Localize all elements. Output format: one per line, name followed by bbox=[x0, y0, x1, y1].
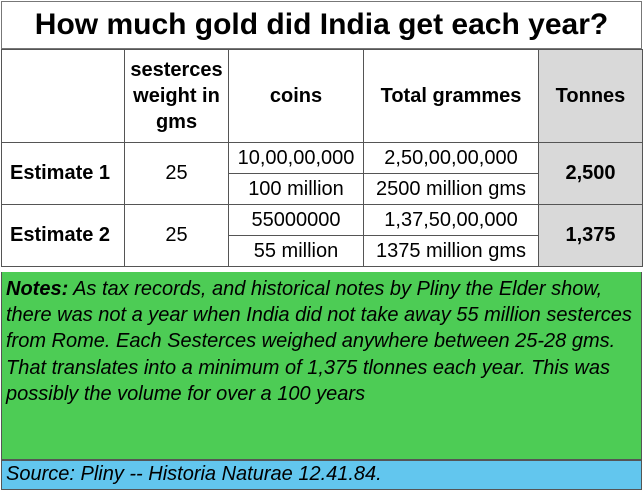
coins-cell: 55 million bbox=[228, 235, 364, 267]
coins-cell: 100 million bbox=[228, 173, 364, 205]
grammes-cell: 2,50,00,00,000 bbox=[363, 142, 539, 174]
notes-text: As tax records, and historical notes by … bbox=[6, 278, 632, 405]
notes-panel: Notes: As tax records, and historical no… bbox=[1, 272, 642, 460]
tonnes-cell: 1,375 bbox=[538, 204, 643, 267]
table-row: Estimate 2 25 55000000 1,37,50,00,000 1,… bbox=[1, 204, 643, 267]
header-coins: coins bbox=[228, 49, 364, 143]
coins-cell: 10,00,00,000 bbox=[228, 142, 364, 174]
notes-label: Notes: bbox=[6, 278, 69, 300]
row-label-estimate-2: Estimate 2 bbox=[1, 204, 125, 267]
header-total-grammes: Total grammes bbox=[363, 49, 539, 143]
header-blank-cell bbox=[1, 49, 125, 143]
grammes-cell: 2500 million gms bbox=[363, 173, 539, 205]
tonnes-cell: 2,500 bbox=[538, 142, 643, 205]
header-tonnes: Tonnes bbox=[538, 49, 643, 143]
weight-cell: 25 bbox=[124, 142, 229, 205]
gold-estimate-table: sesterces weight in gms coins Total gram… bbox=[1, 49, 643, 267]
coins-cell: 55000000 bbox=[228, 204, 364, 236]
page-title: How much gold did India get each year? bbox=[1, 1, 642, 49]
weight-cell: 25 bbox=[124, 204, 229, 267]
table-row: Estimate 1 25 10,00,00,000 2,50,00,00,00… bbox=[1, 142, 643, 205]
table-row: 100 million 2500 million gms bbox=[2, 173, 643, 205]
source-citation: Source: Pliny -- Historia Naturae 12.41.… bbox=[1, 460, 642, 490]
grammes-cell: 1,37,50,00,000 bbox=[363, 204, 539, 236]
table-header-row: sesterces weight in gms coins Total gram… bbox=[1, 49, 643, 143]
grammes-cell: 1375 million gms bbox=[363, 235, 539, 267]
table-row: 55 million 1375 million gms bbox=[2, 235, 643, 267]
header-weight: sesterces weight in gms bbox=[124, 49, 229, 143]
row-label-estimate-1: Estimate 1 bbox=[1, 142, 125, 205]
